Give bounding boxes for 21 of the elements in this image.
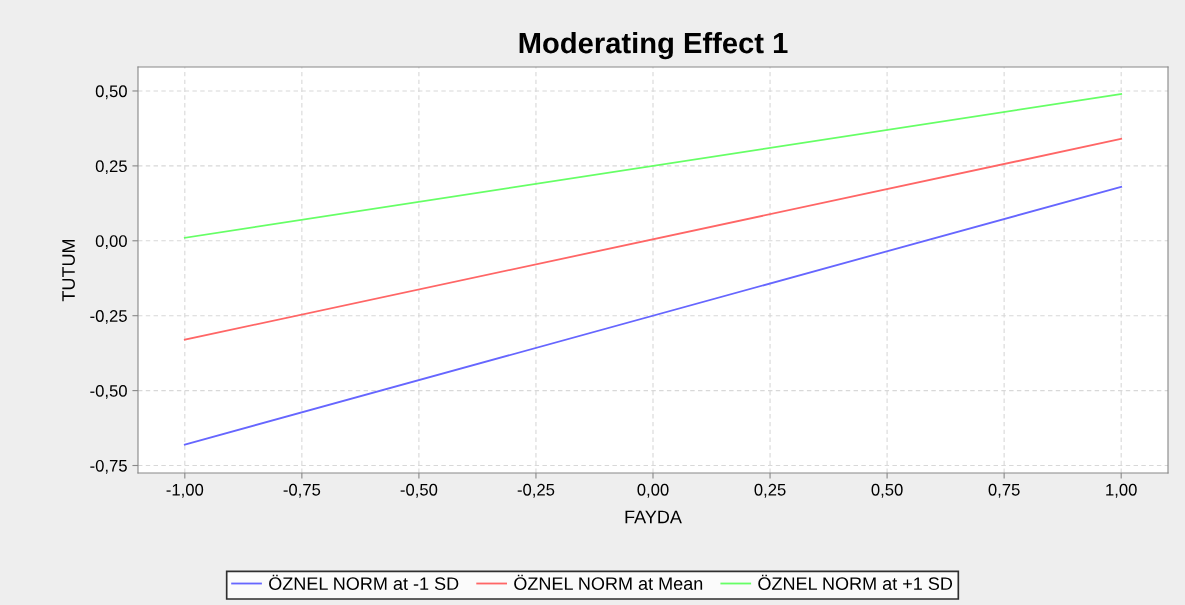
x-tick-label: -0,50 [400,483,438,498]
y-tick-label: 0,25 [95,160,127,175]
legend-label: ÖZNEL NORM at Mean [514,574,703,591]
x-tick-label: -0,25 [517,483,555,498]
x-tick-label: 1,00 [1106,483,1137,498]
chart-title: Moderating Effect 1 [519,31,788,60]
y-tick-label: 0,00 [95,235,127,249]
x-tick-label: 0,25 [754,483,786,498]
legend-label: ÖZNEL NORM at +1 SD [758,574,953,591]
y-tick-label: -0,25 [90,310,127,324]
y-tick-label: 0,50 [95,85,127,100]
x-axis-title: FAYDA [625,510,682,524]
x-tick-label: -1,00 [166,483,204,498]
y-axis-title: TUTUM [62,239,75,302]
y-tick-label: -0,50 [90,385,127,399]
y-tick-label: -0,75 [90,459,127,474]
x-tick-label: -0,75 [283,483,321,498]
legend-label: ÖZNEL NORM at -1 SD [269,574,459,591]
x-tick-label: 0,50 [871,483,903,498]
x-tick-label: 0,00 [637,483,669,498]
x-tick-label: 0,75 [988,483,1020,498]
